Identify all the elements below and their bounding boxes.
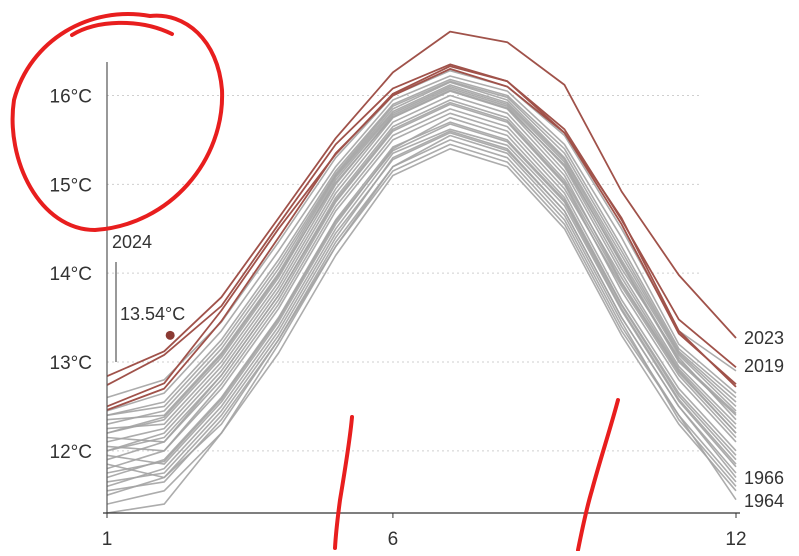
background-year-line — [106, 81, 737, 425]
background-year-line — [106, 143, 737, 492]
label-layer: 2023 2019 1966 1964 — [744, 328, 784, 511]
y-tick-label: 14°C — [50, 264, 92, 285]
handwritten-mark — [333, 415, 354, 550]
annotation-layer: 2024 13.54°C — [10, 12, 620, 552]
background-year-line — [106, 89, 737, 434]
background-year-line — [106, 139, 737, 514]
y-tick-label: 12°C — [50, 442, 92, 463]
highlight-line-2020 — [106, 65, 737, 408]
y-tick-label: 15°C — [50, 175, 92, 196]
background-year-line — [106, 134, 737, 487]
background-year-line — [106, 75, 737, 412]
handwritten-mark — [576, 398, 620, 552]
axis-layer: 12°C 13°C 14°C 15°C 16°C 1 6 12 — [50, 62, 747, 550]
y-tick-label: 13°C — [50, 353, 92, 374]
series-label-2019: 2019 — [744, 356, 784, 376]
series-label-2023: 2023 — [744, 328, 784, 348]
background-year-line — [106, 103, 737, 461]
handwritten-mark — [70, 20, 174, 37]
y-tick-label: 16°C — [50, 87, 92, 108]
background-year-line — [106, 128, 737, 488]
background-year-line — [106, 84, 737, 421]
background-series-layer — [106, 69, 737, 514]
x-tick-label: 1 — [102, 529, 113, 550]
background-year-line — [106, 85, 737, 434]
series-label-1966: 1966 — [744, 468, 784, 488]
background-year-line — [106, 80, 737, 417]
annotation-value-label: 13.54°C — [120, 304, 185, 324]
background-year-line — [106, 94, 737, 452]
annotation-point — [165, 330, 175, 340]
highlight-line-2023 — [106, 30, 737, 378]
annotation-year-label: 2024 — [112, 232, 152, 252]
handwritten-mark — [10, 12, 225, 232]
background-year-line — [106, 108, 737, 452]
background-year-line — [106, 90, 737, 443]
highlight-series-layer — [106, 30, 737, 411]
x-tick-label: 12 — [725, 529, 746, 550]
background-year-line — [106, 87, 737, 430]
background-year-line — [106, 123, 737, 474]
background-year-line — [106, 78, 737, 417]
highlight-line-2016 — [106, 68, 737, 411]
background-year-line — [106, 132, 737, 483]
background-year-line — [106, 112, 737, 470]
x-tick-label: 6 — [388, 529, 399, 550]
background-year-line — [106, 148, 737, 505]
series-label-1964: 1964 — [744, 491, 784, 511]
background-year-line — [106, 101, 737, 452]
background-year-line — [106, 116, 737, 465]
